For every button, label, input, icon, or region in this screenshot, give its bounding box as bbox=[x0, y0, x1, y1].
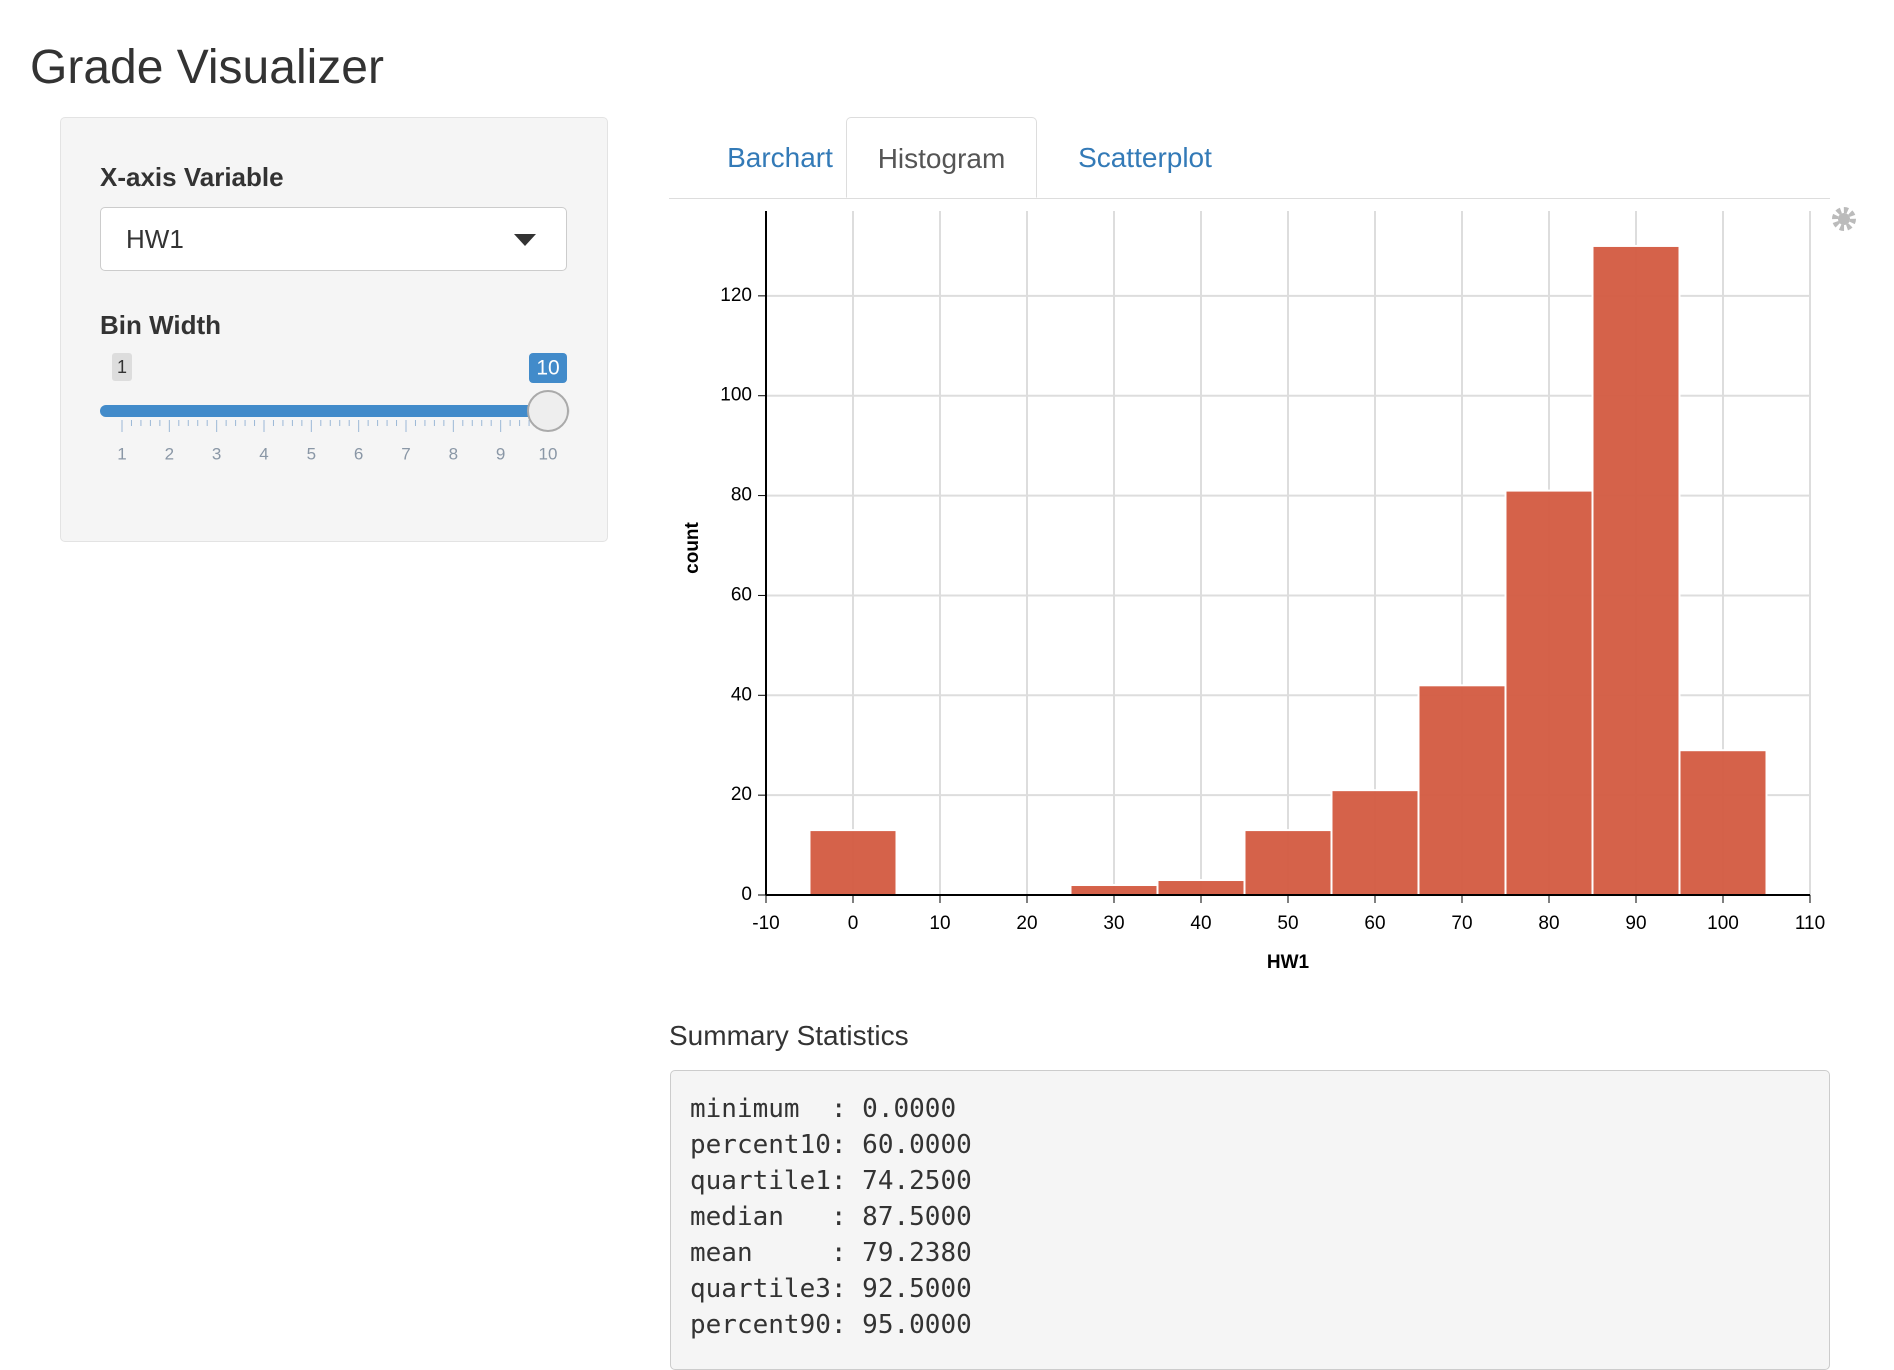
bar bbox=[1156, 879, 1246, 897]
y-tick-label: 100 bbox=[720, 385, 752, 406]
tab-divider bbox=[669, 198, 1830, 199]
bar bbox=[808, 829, 898, 897]
summary-line: quartile3: 92.5000 bbox=[690, 1274, 972, 1304]
x-select-value: HW1 bbox=[126, 224, 184, 254]
x-tick-label: 10 bbox=[929, 913, 950, 934]
y-tick-label: 40 bbox=[731, 684, 752, 705]
histogram-chart: -10 0 10 20 30 40 50 60 70 80 90 100 110020406080100… bbox=[682, 211, 1825, 973]
slider-tick-label: 6 bbox=[354, 444, 363, 463]
slider-min-badge bbox=[112, 353, 132, 381]
y-tick-label: 80 bbox=[731, 485, 752, 506]
slider-value-badge bbox=[529, 353, 567, 383]
y-tick-label: 60 bbox=[731, 584, 752, 605]
summary-line: quartile1: 74.2500 bbox=[690, 1166, 972, 1196]
x-tick-label: 50 bbox=[1277, 913, 1298, 934]
tab[interactable]: Histogram bbox=[846, 117, 1037, 198]
x-tick-label: 80 bbox=[1538, 913, 1559, 934]
x-tick-label: 0 bbox=[848, 913, 859, 934]
x-tick-label: 100 bbox=[1707, 913, 1739, 934]
dropdown-arrow bbox=[514, 234, 536, 246]
bar bbox=[1069, 884, 1159, 896]
x-axis-label: HW1 bbox=[1267, 952, 1310, 973]
settings-icon[interactable] bbox=[1831, 206, 1857, 232]
summary-line: percent10: 60.0000 bbox=[690, 1130, 972, 1160]
x-tick-label: 60 bbox=[1364, 913, 1385, 934]
x-select-label: X-axis Variable bbox=[100, 162, 284, 192]
x-tick-label: 70 bbox=[1451, 913, 1472, 934]
y-tick-label: 120 bbox=[720, 285, 752, 306]
summary-line: mean : 79.2380 bbox=[690, 1238, 972, 1268]
x-tick-label: -10 bbox=[752, 913, 779, 934]
bar bbox=[1330, 789, 1420, 896]
slider-handle[interactable] bbox=[527, 390, 569, 432]
slider-tick-label: 3 bbox=[212, 444, 221, 463]
slider-tick-label: 2 bbox=[165, 444, 174, 463]
slider-tick-label: 10 bbox=[539, 444, 558, 463]
slider-tick-label: 8 bbox=[449, 444, 458, 463]
bin-width-slider[interactable]: 1 2 3 4 5 6 7 8 9 10 1 10 bbox=[90, 350, 590, 480]
x-tick-label: 110 bbox=[1795, 913, 1825, 934]
bar bbox=[1417, 684, 1507, 897]
y-tick-label: 20 bbox=[731, 784, 752, 805]
summary-title: Summary Statistics bbox=[669, 1020, 909, 1051]
summary-line: median : 87.5000 bbox=[690, 1202, 972, 1232]
x-tick-label: 40 bbox=[1190, 913, 1211, 934]
x-tick-label: 30 bbox=[1103, 913, 1124, 934]
slider-tick-label: 9 bbox=[496, 444, 505, 463]
summary-line: minimum : 0.0000 bbox=[690, 1094, 957, 1124]
x-tick-label: 90 bbox=[1625, 913, 1646, 934]
tab[interactable]: Barchart bbox=[727, 142, 833, 173]
bin-width-label: Bin Width bbox=[100, 310, 222, 340]
x-select[interactable]: HW1 bbox=[100, 207, 567, 271]
tab[interactable]: Scatterplot bbox=[1078, 142, 1212, 173]
slider-value-label: 10 bbox=[536, 357, 559, 380]
slider-tick-label: 1 bbox=[117, 444, 126, 463]
slider-tick-label: 7 bbox=[401, 444, 410, 463]
bar bbox=[1243, 829, 1333, 897]
page: Grade Visualizer X-axis Variable HW1 Bin… bbox=[30, 41, 1857, 1370]
y-axis-label: count bbox=[682, 521, 703, 573]
app-title: Grade Visualizer bbox=[30, 41, 384, 94]
slider-tick-label: 4 bbox=[259, 444, 268, 463]
bar bbox=[1591, 244, 1681, 896]
bar bbox=[1504, 489, 1594, 896]
slider-tick-label: 5 bbox=[307, 444, 316, 463]
y-tick-label: 0 bbox=[741, 884, 752, 905]
x-tick-label: 20 bbox=[1016, 913, 1037, 934]
bar bbox=[1678, 749, 1768, 896]
slider-min-label: 1 bbox=[117, 357, 127, 377]
sidebar-panel bbox=[60, 117, 608, 542]
slider-fill bbox=[100, 405, 548, 417]
summary-line: percent90: 95.0000 bbox=[690, 1310, 972, 1340]
summary-box: minimum : 0.0000 percent10: 60.0000 quarti… bbox=[670, 1070, 1830, 1370]
